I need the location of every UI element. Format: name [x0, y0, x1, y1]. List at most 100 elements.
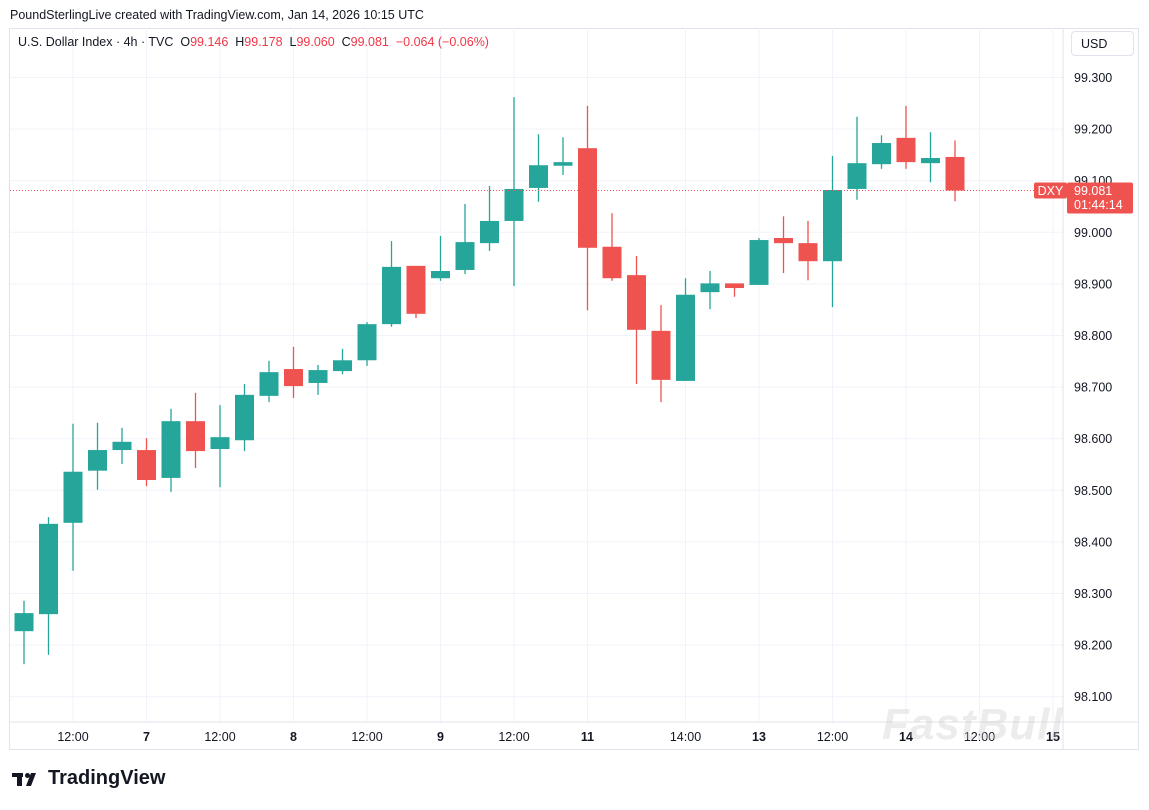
- candle-body: [406, 265, 426, 314]
- candle-body: [823, 189, 842, 262]
- ticker-tag-bg: [1034, 182, 1067, 199]
- currency-button[interactable]: USD: [1071, 31, 1134, 56]
- candle-body: [480, 220, 499, 244]
- price-tick-label: 98.700: [1074, 381, 1112, 395]
- open-value: 99.146: [190, 35, 229, 49]
- candle-up[interactable]: [259, 360, 279, 403]
- candle-up[interactable]: [480, 185, 499, 251]
- time-tick-label: 12:00: [204, 730, 235, 744]
- time-tick-label: 14:00: [670, 730, 701, 744]
- candle-body: [455, 242, 475, 270]
- chart-credit: PoundSterlingLive created with TradingVi…: [10, 8, 424, 22]
- candle-up[interactable]: [88, 422, 107, 490]
- candle-down[interactable]: [284, 346, 303, 398]
- candle-up[interactable]: [749, 237, 769, 285]
- time-tick-label: 9: [437, 730, 444, 744]
- candle-body: [602, 246, 622, 279]
- price-tick-label: 98.600: [1074, 432, 1112, 446]
- candle-body: [847, 163, 867, 189]
- price-tick-label: 98.400: [1074, 535, 1112, 549]
- candle-up[interactable]: [823, 155, 842, 308]
- candle-up[interactable]: [921, 132, 940, 183]
- candle-body: [235, 394, 254, 441]
- candle-up[interactable]: [553, 137, 573, 176]
- candle-body: [112, 441, 132, 451]
- candle-down[interactable]: [186, 392, 205, 469]
- tradingview-logo-text: TradingView: [48, 767, 166, 789]
- candle-down[interactable]: [651, 305, 671, 403]
- candle-up[interactable]: [676, 278, 695, 381]
- price-tick-label: 99.000: [1074, 226, 1112, 240]
- time-tick-label: 12:00: [57, 730, 88, 744]
- candle-up[interactable]: [235, 384, 254, 452]
- candle-up[interactable]: [333, 348, 352, 375]
- candle-up[interactable]: [529, 134, 548, 202]
- candle-body: [504, 188, 524, 221]
- time-tick-label: 12:00: [498, 730, 529, 744]
- candle-up[interactable]: [210, 405, 230, 488]
- candle-body: [553, 162, 573, 166]
- candle-up[interactable]: [357, 322, 377, 366]
- candle-up[interactable]: [455, 203, 475, 275]
- candle-body: [774, 237, 793, 244]
- candle-body: [945, 156, 965, 191]
- time-tick-label: 7: [143, 730, 150, 744]
- candle-down[interactable]: [137, 438, 156, 487]
- time-tick-label: 8: [290, 730, 297, 744]
- candle-body: [896, 137, 916, 163]
- candle-down[interactable]: [602, 213, 622, 281]
- price-tick-label: 98.300: [1074, 587, 1112, 601]
- candle-up[interactable]: [504, 97, 524, 286]
- candle-up[interactable]: [431, 235, 450, 281]
- candle-body: [627, 275, 646, 330]
- candle-up[interactable]: [63, 423, 83, 571]
- candle-body: [578, 148, 597, 248]
- candle-up[interactable]: [112, 427, 132, 464]
- watermark: FastBull: [882, 700, 1064, 749]
- candle-up[interactable]: [847, 116, 867, 200]
- high-label: H: [235, 35, 245, 49]
- candle-body: [137, 450, 156, 480]
- candle-down[interactable]: [406, 265, 426, 318]
- candle-body: [161, 421, 181, 478]
- candle-body: [333, 360, 352, 372]
- candle-body: [749, 240, 769, 285]
- low-value: 99.060: [296, 35, 335, 49]
- candle-down[interactable]: [945, 140, 965, 202]
- candle-up[interactable]: [382, 241, 401, 327]
- candle-body: [88, 450, 107, 471]
- candle-up[interactable]: [161, 408, 181, 492]
- time-tick-label: 15: [1046, 730, 1060, 744]
- candle-up[interactable]: [308, 364, 328, 395]
- time-tick-label: 12:00: [964, 730, 995, 744]
- candle-body: [676, 294, 695, 381]
- time-tick-label: 11: [581, 730, 594, 744]
- tradingview-logo-icon: [12, 772, 36, 786]
- candle-down[interactable]: [774, 216, 793, 274]
- candle-body: [63, 471, 83, 523]
- candle-down[interactable]: [725, 283, 744, 297]
- candle-down[interactable]: [798, 220, 818, 281]
- candle-body: [382, 266, 401, 325]
- candle-down[interactable]: [578, 105, 597, 311]
- candle-body: [798, 243, 818, 262]
- high-value: 99.178: [244, 35, 283, 49]
- candle-body: [529, 165, 548, 188]
- candle-body: [308, 370, 328, 383]
- candle-body: [284, 369, 303, 387]
- price-tick-label: 98.500: [1074, 484, 1112, 498]
- grid-lines: [10, 28, 1063, 722]
- price-tick-label: 99.300: [1074, 71, 1112, 85]
- candle-up[interactable]: [872, 135, 891, 169]
- price-tick-label: 98.800: [1074, 329, 1112, 343]
- candle-up[interactable]: [700, 271, 720, 310]
- candle-body: [186, 421, 205, 452]
- candle-down[interactable]: [896, 105, 916, 169]
- price-tick-label: 99.200: [1074, 123, 1112, 137]
- ticker-tag: DXY: [1038, 184, 1064, 198]
- candle-up[interactable]: [39, 517, 58, 655]
- candle-down[interactable]: [627, 256, 646, 385]
- candle-up[interactable]: [14, 600, 34, 665]
